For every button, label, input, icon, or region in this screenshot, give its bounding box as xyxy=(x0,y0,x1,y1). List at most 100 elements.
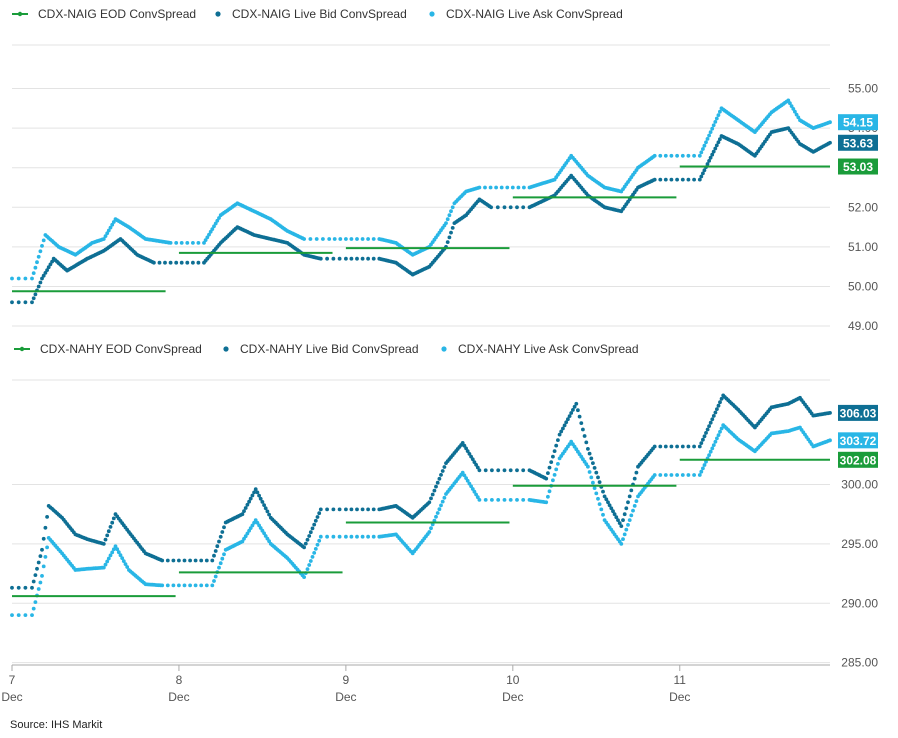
nahy-bid-point xyxy=(567,414,572,418)
nahy-bid-point xyxy=(38,554,43,558)
nahy-bid-point xyxy=(626,500,630,505)
naig-bid-point xyxy=(16,300,21,305)
naig-bid-point xyxy=(168,260,173,265)
nahy-bid-point xyxy=(470,457,475,462)
naig-bid-point xyxy=(669,177,674,182)
nahy-bid-point xyxy=(587,451,592,456)
nahy-ask-point xyxy=(599,507,604,512)
nahy-bid-point xyxy=(222,525,226,530)
nahy-ask-point xyxy=(355,534,359,539)
nahy-bid-point xyxy=(716,403,721,408)
nahy-bid-point xyxy=(597,480,602,484)
nahy-bid-point xyxy=(574,401,579,406)
nahy-ask-point xyxy=(589,475,594,480)
nahy-ask-point xyxy=(177,583,181,588)
naig-legend-bid-marker xyxy=(215,11,221,17)
nahy-bid-point xyxy=(496,468,501,473)
naig-ask-point xyxy=(705,137,710,141)
nahy-ask-point xyxy=(16,613,21,617)
nahy-bid-point xyxy=(41,536,46,541)
nahy-ask-point xyxy=(110,550,115,555)
nahy-ask-point xyxy=(40,574,44,578)
naig-bid-point xyxy=(686,177,691,182)
nahy-ask-point xyxy=(718,429,722,434)
nahy-bid-point xyxy=(177,558,181,563)
nahy-bid-point xyxy=(35,566,39,571)
naig-bid-point xyxy=(33,292,38,297)
naig-bid-point xyxy=(714,143,719,148)
naig-bid-point xyxy=(699,174,704,179)
nahy-bid-point xyxy=(586,447,590,451)
nahy-bid-point xyxy=(521,468,526,473)
nahy-bid-point xyxy=(686,444,691,449)
naig-ask-point xyxy=(794,112,799,117)
nahy-ask-point xyxy=(120,556,125,560)
naig-bid-point xyxy=(718,137,722,142)
nahy-ask-point xyxy=(45,545,49,550)
nahy-ask-point xyxy=(472,489,477,494)
nahy-bid-point xyxy=(307,534,312,538)
nahy-ask-point xyxy=(302,575,306,579)
naig-bid-point xyxy=(355,256,359,261)
nahy-ask-point xyxy=(711,443,716,447)
naig-ask-point xyxy=(41,238,46,243)
nahy-ask-point xyxy=(552,473,557,477)
naig-legend-eod-label: CDX-NAIG EOD ConvSpread xyxy=(38,7,196,21)
naig-ask-point xyxy=(202,241,206,245)
nahy-bid-point xyxy=(10,585,14,590)
naig-ask-point xyxy=(366,237,370,241)
naig-bid-point xyxy=(521,205,526,210)
naig-ask-point xyxy=(327,237,332,241)
nahy-ask-point xyxy=(360,534,365,539)
nahy-bid-point xyxy=(462,443,467,448)
nahy-ask-point xyxy=(669,473,674,477)
nahy-ask-point xyxy=(258,526,263,530)
nahy-y-tick-label: 300.00 xyxy=(841,478,878,492)
nahy-ask-point xyxy=(442,495,447,500)
naig-bid-point xyxy=(680,177,685,182)
naig-ask-point xyxy=(207,232,211,237)
nahy-ask-point xyxy=(710,446,715,451)
nahy-bid-point xyxy=(360,507,365,512)
nahy-ask-point xyxy=(587,470,592,474)
nahy-ask-point xyxy=(349,534,354,539)
naig-bid-point xyxy=(366,256,370,261)
nahy-ask-point xyxy=(250,523,255,528)
nahy-bid-point xyxy=(40,547,44,552)
nahy-bid-point xyxy=(634,470,639,475)
nahy-ask-point xyxy=(474,492,478,497)
naig-ask-point xyxy=(510,185,515,190)
x-tick-label-day: 10 xyxy=(506,673,520,687)
nahy-legend-eod-marker xyxy=(19,346,25,352)
naig-bid-point xyxy=(705,162,710,166)
nahy-ask-point xyxy=(253,518,258,522)
nahy-bid-point xyxy=(103,537,108,542)
nahy-bid-point xyxy=(325,507,329,512)
nahy-ask-point xyxy=(715,436,719,441)
nahy-bid-point xyxy=(45,515,49,519)
nahy-bid-point xyxy=(429,496,433,501)
naig-ask-point xyxy=(488,185,493,190)
naig-bid-point xyxy=(697,177,702,182)
nahy-ask-point xyxy=(686,473,691,477)
nahy-bid-point xyxy=(515,468,519,473)
nahy-ask-point xyxy=(220,556,225,561)
naig-bid-point xyxy=(40,276,44,281)
naig-bid-point xyxy=(30,300,34,305)
naig-ask-point xyxy=(302,237,306,241)
nahy-bid-point xyxy=(220,530,225,534)
nahy-bid-point xyxy=(576,408,580,413)
naig-ask-point xyxy=(483,185,487,190)
naig-bid-point xyxy=(163,260,167,265)
naig-bid-point xyxy=(23,300,28,305)
nahy-bid-point xyxy=(828,410,832,415)
naig-ask-point xyxy=(718,109,722,114)
nahy-ask-point xyxy=(554,467,559,472)
nahy-bid-point xyxy=(572,404,577,409)
naig-series-ask xyxy=(10,98,832,281)
nahy-ask-point xyxy=(437,507,442,512)
naig-ask-point xyxy=(711,123,716,128)
nahy-bid-point xyxy=(483,468,488,473)
naig-ask-point xyxy=(179,241,184,245)
nahy-ask-point xyxy=(210,583,215,588)
